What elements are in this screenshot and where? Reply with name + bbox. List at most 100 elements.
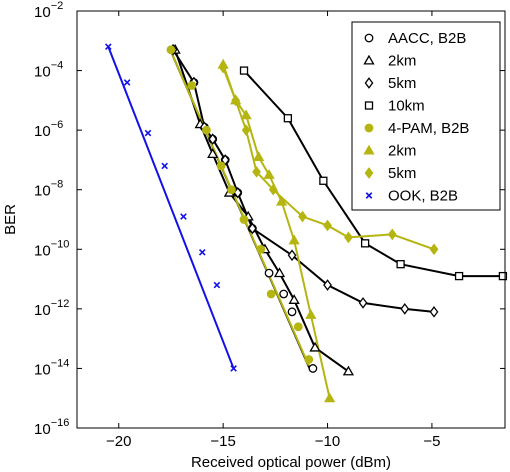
legend-marker	[364, 33, 374, 43]
series-line	[172, 49, 435, 313]
series-line	[167, 46, 310, 366]
data-point	[323, 279, 332, 291]
data-point	[241, 124, 251, 136]
data-point	[319, 176, 328, 185]
y-tick-label: 10−16	[34, 417, 69, 438]
y-tick-label: 10−2	[34, 0, 63, 21]
y-axis-label: BER	[2, 204, 19, 235]
data-point	[323, 219, 332, 232]
data-point	[298, 210, 307, 223]
data-point	[288, 294, 300, 304]
data-point	[360, 239, 370, 248]
legend-box	[351, 21, 501, 211]
series-line	[174, 49, 349, 373]
data-point	[454, 271, 464, 281]
series-markers	[239, 66, 508, 281]
series-markers	[168, 43, 439, 318]
data-point	[231, 94, 241, 107]
data-point	[273, 267, 286, 278]
data-point	[230, 365, 237, 372]
data-point	[387, 228, 397, 241]
x-tick-label: −10	[315, 433, 340, 450]
data-point	[202, 125, 211, 135]
series-markers	[218, 61, 439, 256]
data-point	[239, 66, 249, 75]
data-point	[180, 213, 187, 220]
data-point	[207, 148, 219, 158]
legend-label: AACC, B2B	[388, 30, 466, 47]
data-point	[342, 365, 355, 376]
y-tick-label: 10−14	[34, 357, 69, 378]
legend: AACC, B2B 2km 5km 10km 4-PAM, B2B 2km 5km OOK, …	[351, 21, 501, 211]
data-point	[252, 166, 261, 178]
series-group	[172, 49, 435, 313]
x-tick-label: −15	[210, 433, 235, 450]
series-group	[167, 46, 310, 366]
data-point	[429, 306, 439, 318]
data-point	[309, 341, 321, 352]
series-group	[107, 46, 235, 369]
data-point	[187, 81, 197, 90]
data-point	[266, 289, 276, 299]
data-point	[263, 169, 275, 179]
series-markers	[169, 43, 355, 376]
data-point	[308, 364, 318, 373]
y-tick-label: 10−10	[34, 238, 69, 259]
data-point	[429, 243, 439, 256]
data-point	[344, 231, 353, 244]
series-markers	[105, 43, 237, 372]
legend-marker	[365, 192, 373, 199]
series-layer	[105, 43, 508, 403]
ticks-layer: −20 −15 −10 −5 10−16 10−14 10−12 10−10 10−8 10−6 1…	[34, 0, 505, 450]
data-point	[279, 289, 289, 299]
y-tick-label: 10−8	[34, 179, 63, 200]
legend-label: 5km	[388, 75, 416, 92]
data-point	[283, 114, 293, 123]
data-point	[144, 129, 152, 137]
data-point	[123, 79, 131, 86]
legend-label: 2km	[388, 143, 416, 160]
legend-marker	[363, 144, 375, 155]
y-tick-label: 10−6	[34, 119, 63, 140]
data-point	[218, 61, 228, 74]
series-group	[222, 67, 435, 251]
data-point	[227, 185, 236, 195]
data-point	[305, 309, 317, 319]
data-point	[161, 162, 169, 170]
data-point	[268, 183, 278, 196]
data-point	[324, 392, 336, 403]
legend-marker	[364, 101, 374, 110]
legend-marker	[364, 123, 374, 133]
x-axis-label: Received optical power (dBm)	[191, 454, 391, 471]
data-point	[216, 161, 226, 171]
data-point	[498, 271, 508, 281]
legend-marker	[364, 77, 374, 89]
data-point	[304, 355, 314, 364]
legend-marker	[364, 167, 374, 179]
legend-label: 2km	[388, 53, 416, 70]
data-point	[287, 249, 297, 262]
data-point	[253, 151, 265, 161]
data-point	[240, 109, 252, 120]
legend-label: OOK, B2B	[388, 188, 458, 205]
x-tick-label: −5	[423, 433, 440, 450]
data-point	[275, 195, 288, 206]
data-point	[358, 297, 368, 309]
legend-label: 5km	[388, 165, 416, 182]
data-point	[248, 222, 257, 235]
series-group	[174, 49, 349, 373]
legend-label: 10km	[388, 98, 425, 115]
series-line	[222, 67, 435, 251]
y-tick-label: 10−12	[34, 298, 69, 319]
data-point	[287, 307, 297, 317]
data-point	[166, 45, 176, 55]
data-point	[396, 260, 405, 269]
y-tick-label: 10−4	[34, 60, 63, 81]
legend-marker	[363, 54, 375, 65]
series-markers	[166, 45, 314, 364]
data-point	[256, 244, 266, 254]
data-point	[208, 133, 218, 145]
plot-frame	[76, 10, 506, 429]
data-point	[288, 234, 300, 245]
